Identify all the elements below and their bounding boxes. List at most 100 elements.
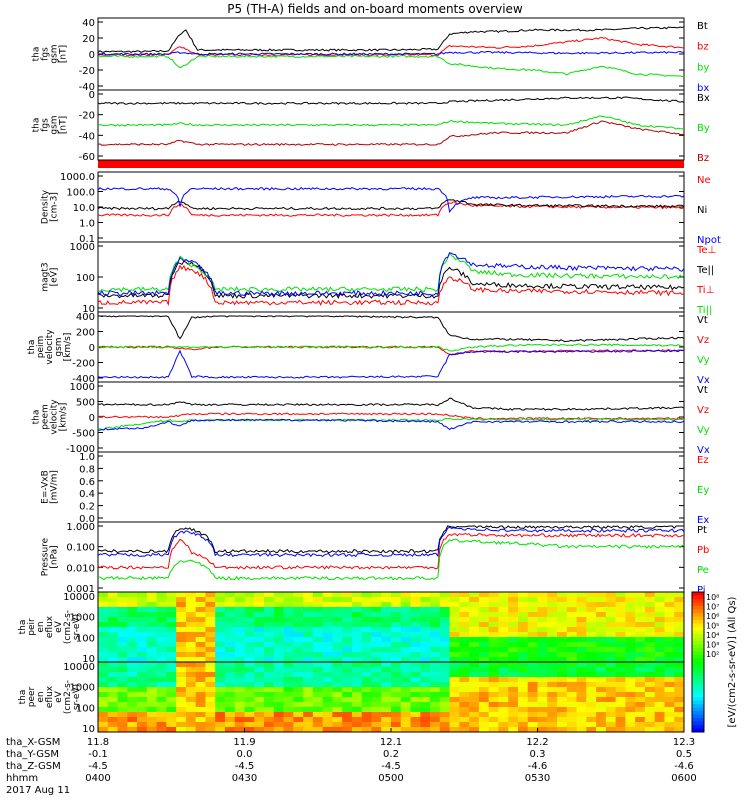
- heatmap-cell: [547, 647, 558, 653]
- heatmap-cell: [498, 597, 509, 603]
- heatmap-cell: [381, 617, 392, 623]
- heatmap-cell: [303, 642, 314, 648]
- heatmap-cell: [654, 702, 665, 708]
- heatmap-cell: [410, 612, 421, 618]
- heatmap-cell: [537, 617, 548, 623]
- heatmap-cell: [596, 677, 607, 683]
- heatmap-cell: [98, 662, 109, 668]
- heatmap-cell: [537, 622, 548, 628]
- heatmap-cell: [303, 672, 314, 678]
- heatmap-cell: [156, 632, 167, 638]
- heatmap-cell: [459, 622, 470, 628]
- heatmap-cell: [508, 602, 519, 608]
- colorbar-tick: 10²: [706, 650, 719, 659]
- heatmap-cell: [469, 647, 480, 653]
- heatmap-cell: [459, 722, 470, 728]
- heatmap-cell: [176, 622, 187, 628]
- heatmap-cell: [517, 632, 529, 638]
- heatmap-cell: [566, 637, 578, 643]
- heatmap-cell: [293, 597, 304, 603]
- heatmap-cell: [625, 597, 636, 603]
- heatmap-cell: [498, 672, 509, 678]
- heatmap-cell: [586, 702, 597, 708]
- heatmap-cell: [254, 592, 265, 598]
- heatmap-cell: [644, 657, 656, 663]
- heatmap-cell: [215, 632, 226, 638]
- heatmap-cell: [566, 702, 578, 708]
- heatmap-cell: [605, 702, 617, 708]
- heatmap-cell: [469, 657, 480, 663]
- legend-entry: by: [697, 62, 709, 73]
- heatmap-cell: [674, 727, 685, 733]
- heatmap-cell: [273, 652, 285, 658]
- heatmap-cell: [107, 637, 119, 643]
- heatmap-cell: [283, 597, 294, 603]
- heatmap-cell: [449, 677, 460, 683]
- heatmap-cell: [98, 702, 109, 708]
- heatmap-cell: [117, 697, 128, 703]
- heatmap-cell: [566, 602, 578, 608]
- heatmap-cell: [537, 592, 548, 598]
- heatmap-cell: [224, 592, 236, 598]
- heatmap-cell: [664, 607, 675, 613]
- heatmap-cell: [254, 597, 265, 603]
- heatmap-cell: [654, 607, 665, 613]
- heatmap-cell: [312, 712, 324, 718]
- heatmap-cell: [234, 722, 245, 728]
- heatmap-cell: [605, 727, 617, 733]
- heatmap-cell: [312, 692, 324, 698]
- heatmap-cell: [312, 617, 324, 623]
- heatmap-cell: [576, 637, 587, 643]
- heatmap-cell: [351, 722, 363, 728]
- heatmap-cell: [615, 627, 626, 633]
- heatmap-cell: [508, 637, 519, 643]
- heatmap-cell: [303, 592, 314, 598]
- x-tick-label: -4.6: [528, 761, 548, 772]
- heatmap-cell: [449, 662, 460, 668]
- heatmap-cell: [381, 677, 392, 683]
- heatmap-cell: [439, 667, 451, 673]
- heatmap-cell: [107, 647, 119, 653]
- heatmap-cell: [185, 657, 197, 663]
- heatmap-cell: [264, 692, 275, 698]
- heatmap-cell: [98, 637, 109, 643]
- heatmap-cell: [146, 662, 158, 668]
- heatmap-cell: [517, 617, 529, 623]
- heatmap-cell: [566, 722, 578, 728]
- heatmap-cell: [176, 607, 187, 613]
- heatmap-cell: [557, 692, 568, 698]
- heatmap-cell: [420, 662, 431, 668]
- y-tick-label: -20: [79, 111, 95, 122]
- heatmap-cell: [508, 627, 519, 633]
- heatmap-cell: [615, 642, 626, 648]
- heatmap-cell: [654, 627, 665, 633]
- heatmap-cell: [283, 652, 294, 658]
- heatmap-cell: [166, 667, 177, 673]
- heatmap-cell: [654, 657, 665, 663]
- heatmap-cell: [156, 687, 167, 693]
- colorbar-cell: [692, 623, 704, 628]
- heatmap-cell: [244, 617, 255, 623]
- y-tick-label: 0: [89, 90, 95, 101]
- heatmap-cell: [420, 652, 431, 658]
- heatmap-cell: [596, 612, 607, 618]
- heatmap-cell: [146, 602, 158, 608]
- heatmap-cell: [459, 607, 470, 613]
- heatmap-cell: [391, 612, 402, 618]
- heatmap-cell: [224, 672, 236, 678]
- heatmap-cell: [469, 642, 480, 648]
- heatmap-cell: [391, 702, 402, 708]
- heatmap-cell: [234, 627, 245, 633]
- heatmap-cell: [420, 627, 431, 633]
- heatmap-cell: [400, 617, 412, 623]
- heatmap-cell: [664, 672, 675, 678]
- heatmap-cell: [127, 612, 138, 618]
- heatmap-cell: [566, 667, 578, 673]
- heatmap-cell: [312, 642, 324, 648]
- heatmap-cell: [185, 597, 197, 603]
- heatmap-cell: [244, 667, 255, 673]
- heatmap-cell: [107, 677, 119, 683]
- y-tick-label: 0.6: [79, 477, 95, 488]
- heatmap-cell: [185, 707, 197, 713]
